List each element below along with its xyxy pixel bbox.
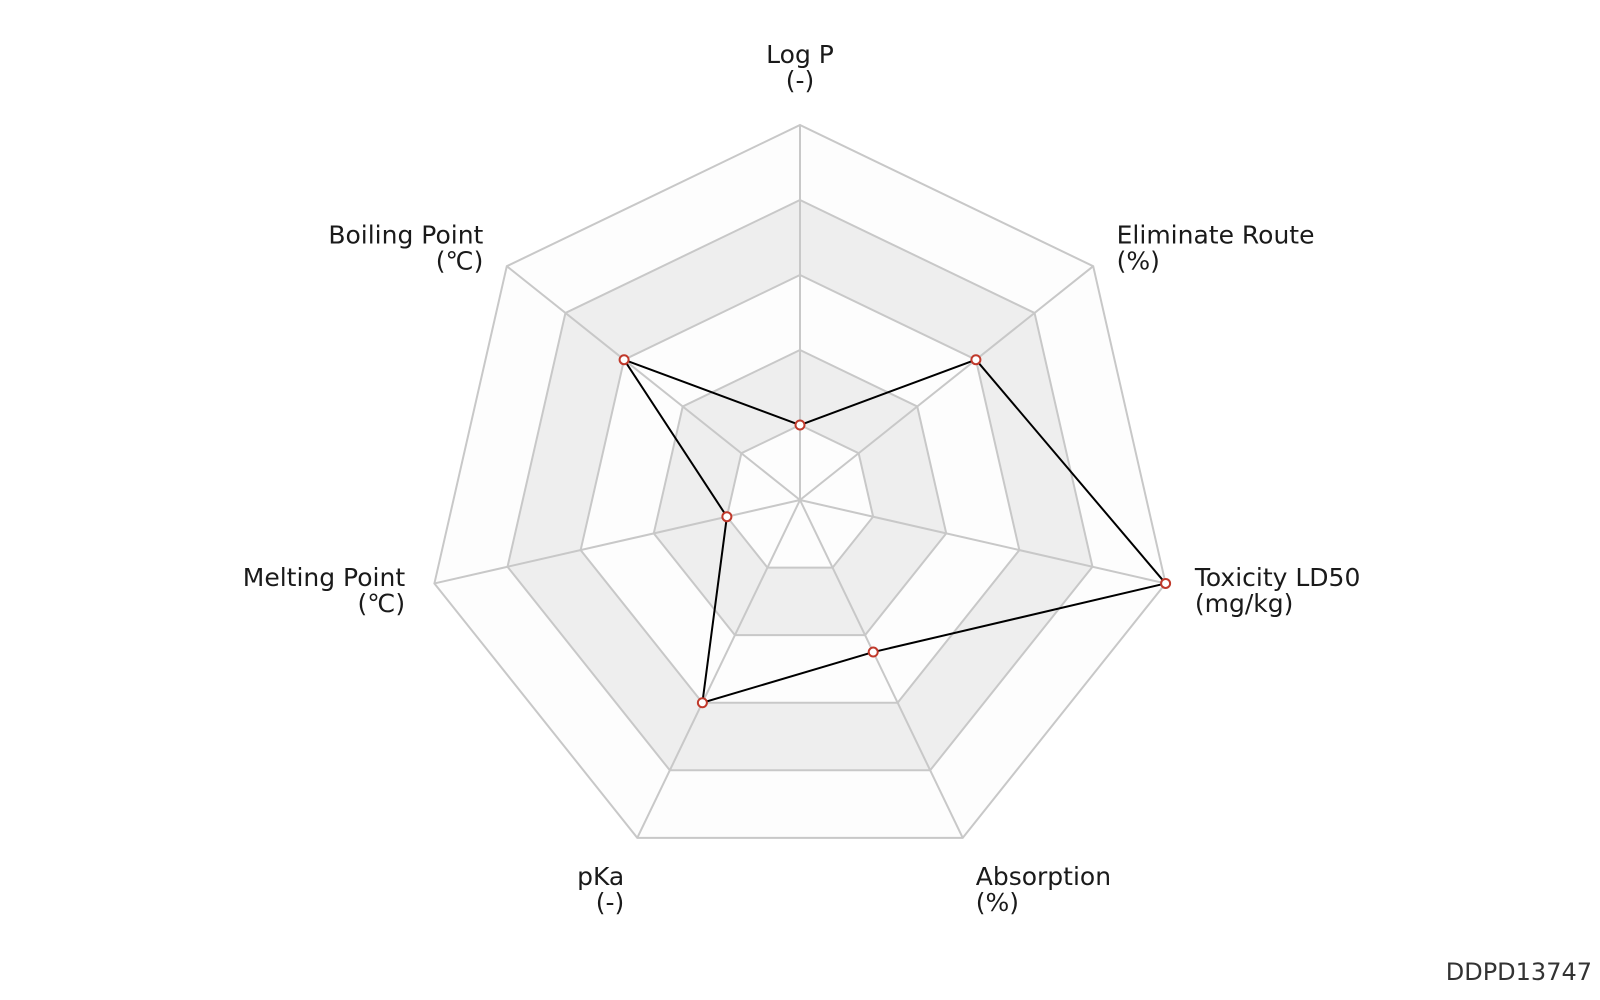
spoke-2 [799, 499, 1166, 585]
axis-label-6: Boiling Point (℃) [328, 220, 483, 275]
axis-name: Absorption [976, 862, 1111, 891]
data-point-6 [618, 354, 630, 366]
spoke-1 [799, 265, 1094, 501]
data-point-1 [970, 354, 982, 366]
axis-label-2: Toxicity LD50 (mg/kg) [1194, 563, 1361, 618]
data-point-3 [867, 646, 879, 658]
data-point-4 [696, 697, 708, 709]
axis-label-0: Log P (-) [766, 40, 834, 95]
axis-labels: Log P (-)Eliminate Route (%)Toxicity LD50(… [243, 40, 1361, 917]
spoke-5 [434, 499, 801, 585]
data-point-5 [721, 511, 733, 523]
axis-unit: (%) [976, 888, 1019, 917]
axis-unit: (mg/kg) [1195, 589, 1294, 618]
axis-name: Toxicity LD50 [1194, 563, 1361, 592]
series-line-0 [621, 357, 1168, 705]
axis-label-4: pKa (-) [577, 862, 624, 917]
series-layer [618, 354, 1172, 709]
spoke-6 [506, 265, 801, 501]
data-point-2 [1160, 577, 1172, 589]
spoke-4 [636, 499, 801, 839]
axis-name: Boiling Point [328, 220, 483, 249]
axis-label-1: Eliminate Route (%) [1117, 220, 1315, 275]
spoke-3 [799, 499, 964, 839]
axis-unit: (-) [786, 66, 815, 95]
axis-unit: (%) [1117, 246, 1160, 275]
axis-label-5: Melting Point (℃) [243, 563, 406, 618]
axis-name: Eliminate Route [1117, 220, 1315, 249]
axis-name: Log P [766, 40, 834, 69]
axis-unit: (-) [596, 888, 625, 917]
axis-label-3: Absorption (%) [976, 862, 1111, 917]
axis-name: pKa [577, 862, 624, 891]
data-point-0 [794, 419, 806, 431]
axis-unit: (℃) [436, 246, 484, 275]
axis-name: Melting Point [243, 563, 406, 592]
axis-unit: (℃) [358, 589, 406, 618]
grid-spokes [434, 125, 1166, 839]
watermark-id: DDPD13747 [1445, 958, 1592, 986]
